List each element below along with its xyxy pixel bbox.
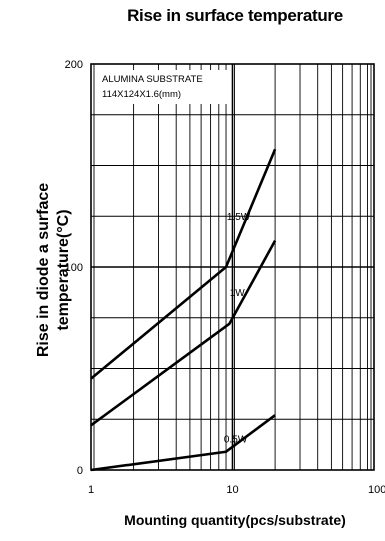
series-lines: 1.5W 1W 0.5W <box>90 148 277 472</box>
x-tick-label: 10 <box>226 484 238 496</box>
y-tick-label: 100 <box>65 262 83 274</box>
x-tick-label: 1 <box>88 484 94 496</box>
grid <box>91 64 374 470</box>
plot-frame <box>90 63 375 471</box>
y-tick-label: 0 <box>77 465 83 477</box>
y-tick-label: 200 <box>65 59 83 71</box>
series-line-0_5W <box>90 414 276 472</box>
chart-title: Rise in surface temperature <box>127 6 343 25</box>
x-tick-label: 100 <box>368 484 385 496</box>
annotation-line: 114X124X1.6(mm) <box>102 89 181 100</box>
x-axis-label: Mounting quantity(pcs/substrate) <box>124 512 346 528</box>
series-line-1_5W <box>90 148 277 380</box>
series-label-1_5W: 1.5W <box>227 212 251 223</box>
series-label-1W: 1W <box>230 288 246 299</box>
annotation-box: ALUMINA SUBSTRATE 114X124X1.6(mm) <box>99 70 227 104</box>
annotation-line: ALUMINA SUBSTRATE <box>102 74 203 85</box>
annotation-background <box>99 70 227 104</box>
plot-border <box>90 63 375 471</box>
series-label-0_5W: 0.5W <box>224 434 248 445</box>
tick-labels: 0 100 200 1 10 100 <box>65 59 385 496</box>
series-line-1W <box>90 239 277 427</box>
